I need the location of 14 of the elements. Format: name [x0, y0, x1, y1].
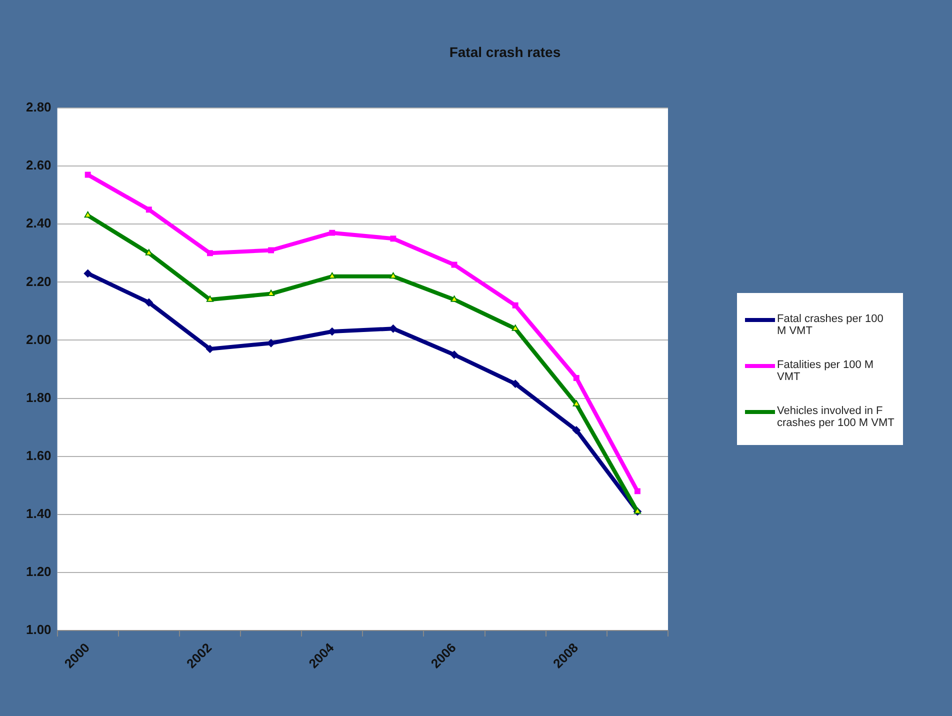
chart-title: Fatal crash rates — [448, 44, 562, 60]
y-tick-label: 1.40 — [26, 506, 52, 521]
y-tick-label: 2.60 — [26, 158, 52, 173]
y-tick-label: 2.00 — [26, 332, 52, 347]
legend-label: Fatal crashes per 100 M VMT — [777, 313, 884, 338]
y-tick-label: 1.20 — [26, 564, 52, 580]
y-tick-label: 1.00 — [26, 622, 52, 638]
y-tick-label: 1.60 — [26, 448, 52, 463]
y-tick-label: 2.80 — [26, 100, 52, 115]
legend-label: Fatalities per 100 M VMT — [777, 359, 875, 384]
y-tick-label: 1.80 — [26, 390, 52, 405]
legend-label: Vehicles involved in F crashes per 100 M VMT — [777, 405, 895, 430]
y-tick-label: 2.40 — [26, 216, 52, 231]
y-tick-label: 2.20 — [26, 274, 52, 289]
